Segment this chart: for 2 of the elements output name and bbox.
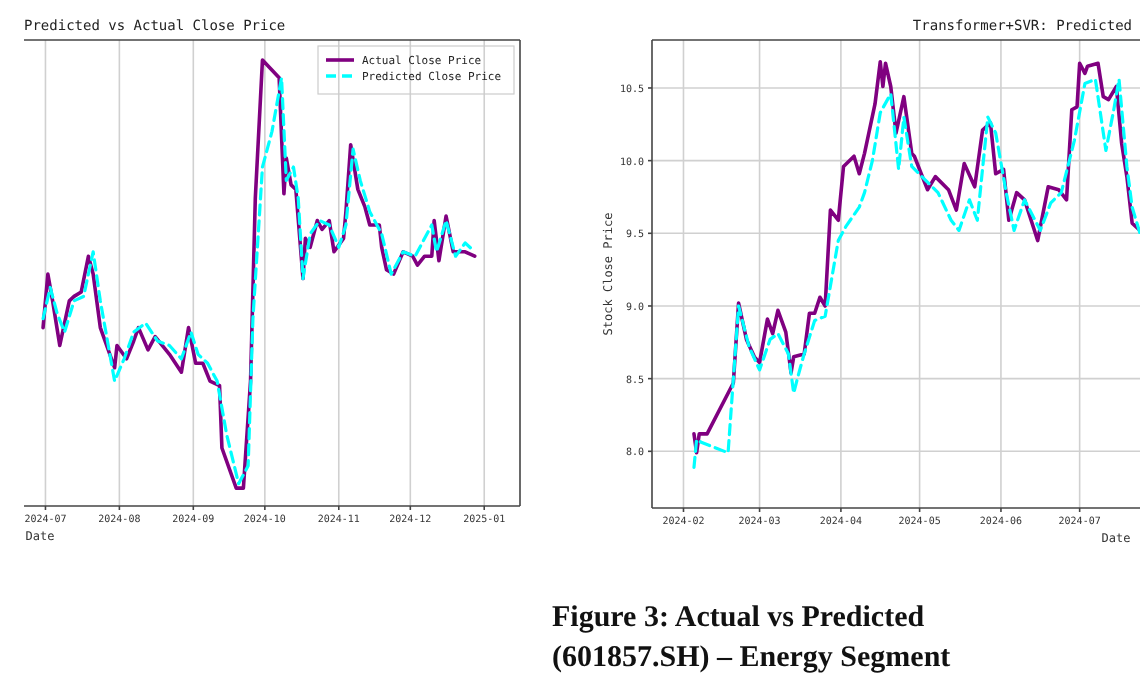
text: (601857.SH) – Energy Segment [552, 642, 951, 674]
caption: Figure 3: Actual vs Predicted [552, 602, 926, 634]
